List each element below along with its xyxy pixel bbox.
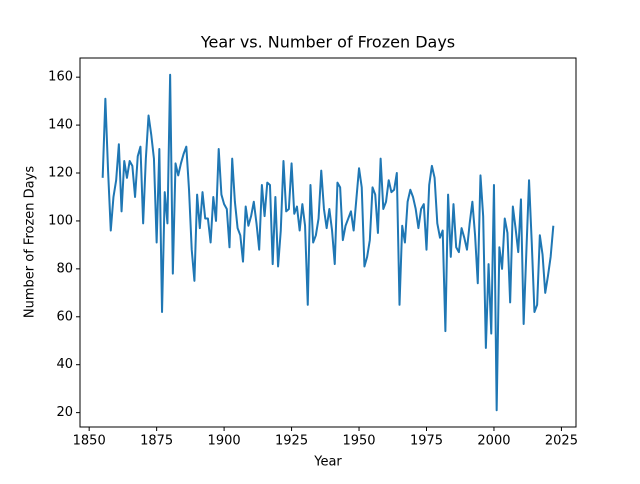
x-tick-label: 1875 (140, 434, 173, 449)
y-tick-label: 80 (56, 261, 73, 276)
x-tick-label: 1850 (73, 434, 106, 449)
plot-frame (79, 57, 577, 428)
y-tick-label: 140 (48, 118, 73, 133)
y-tick-label: 40 (56, 357, 73, 372)
line (101, 73, 555, 412)
y-tick-label: 120 (48, 166, 73, 181)
x-tick-label: 1925 (275, 434, 308, 449)
x-axis-label: Year (313, 455, 342, 470)
x-tick-label: 1900 (208, 434, 241, 449)
x-tick-label: 2025 (545, 434, 578, 449)
x-tick-label: 1950 (342, 434, 375, 449)
y-tick-label: 160 (48, 70, 73, 85)
x-tick-label: 1975 (410, 434, 443, 449)
y-tick-label: 20 (56, 405, 73, 420)
x-tick-label: 2000 (477, 434, 510, 449)
y-tick-label: 60 (56, 309, 73, 324)
y-axis-label: Number of Frozen Days (23, 166, 38, 318)
y-tick-label: 100 (48, 213, 73, 228)
chart-title: Year vs. Number of Frozen Days (200, 33, 455, 52)
